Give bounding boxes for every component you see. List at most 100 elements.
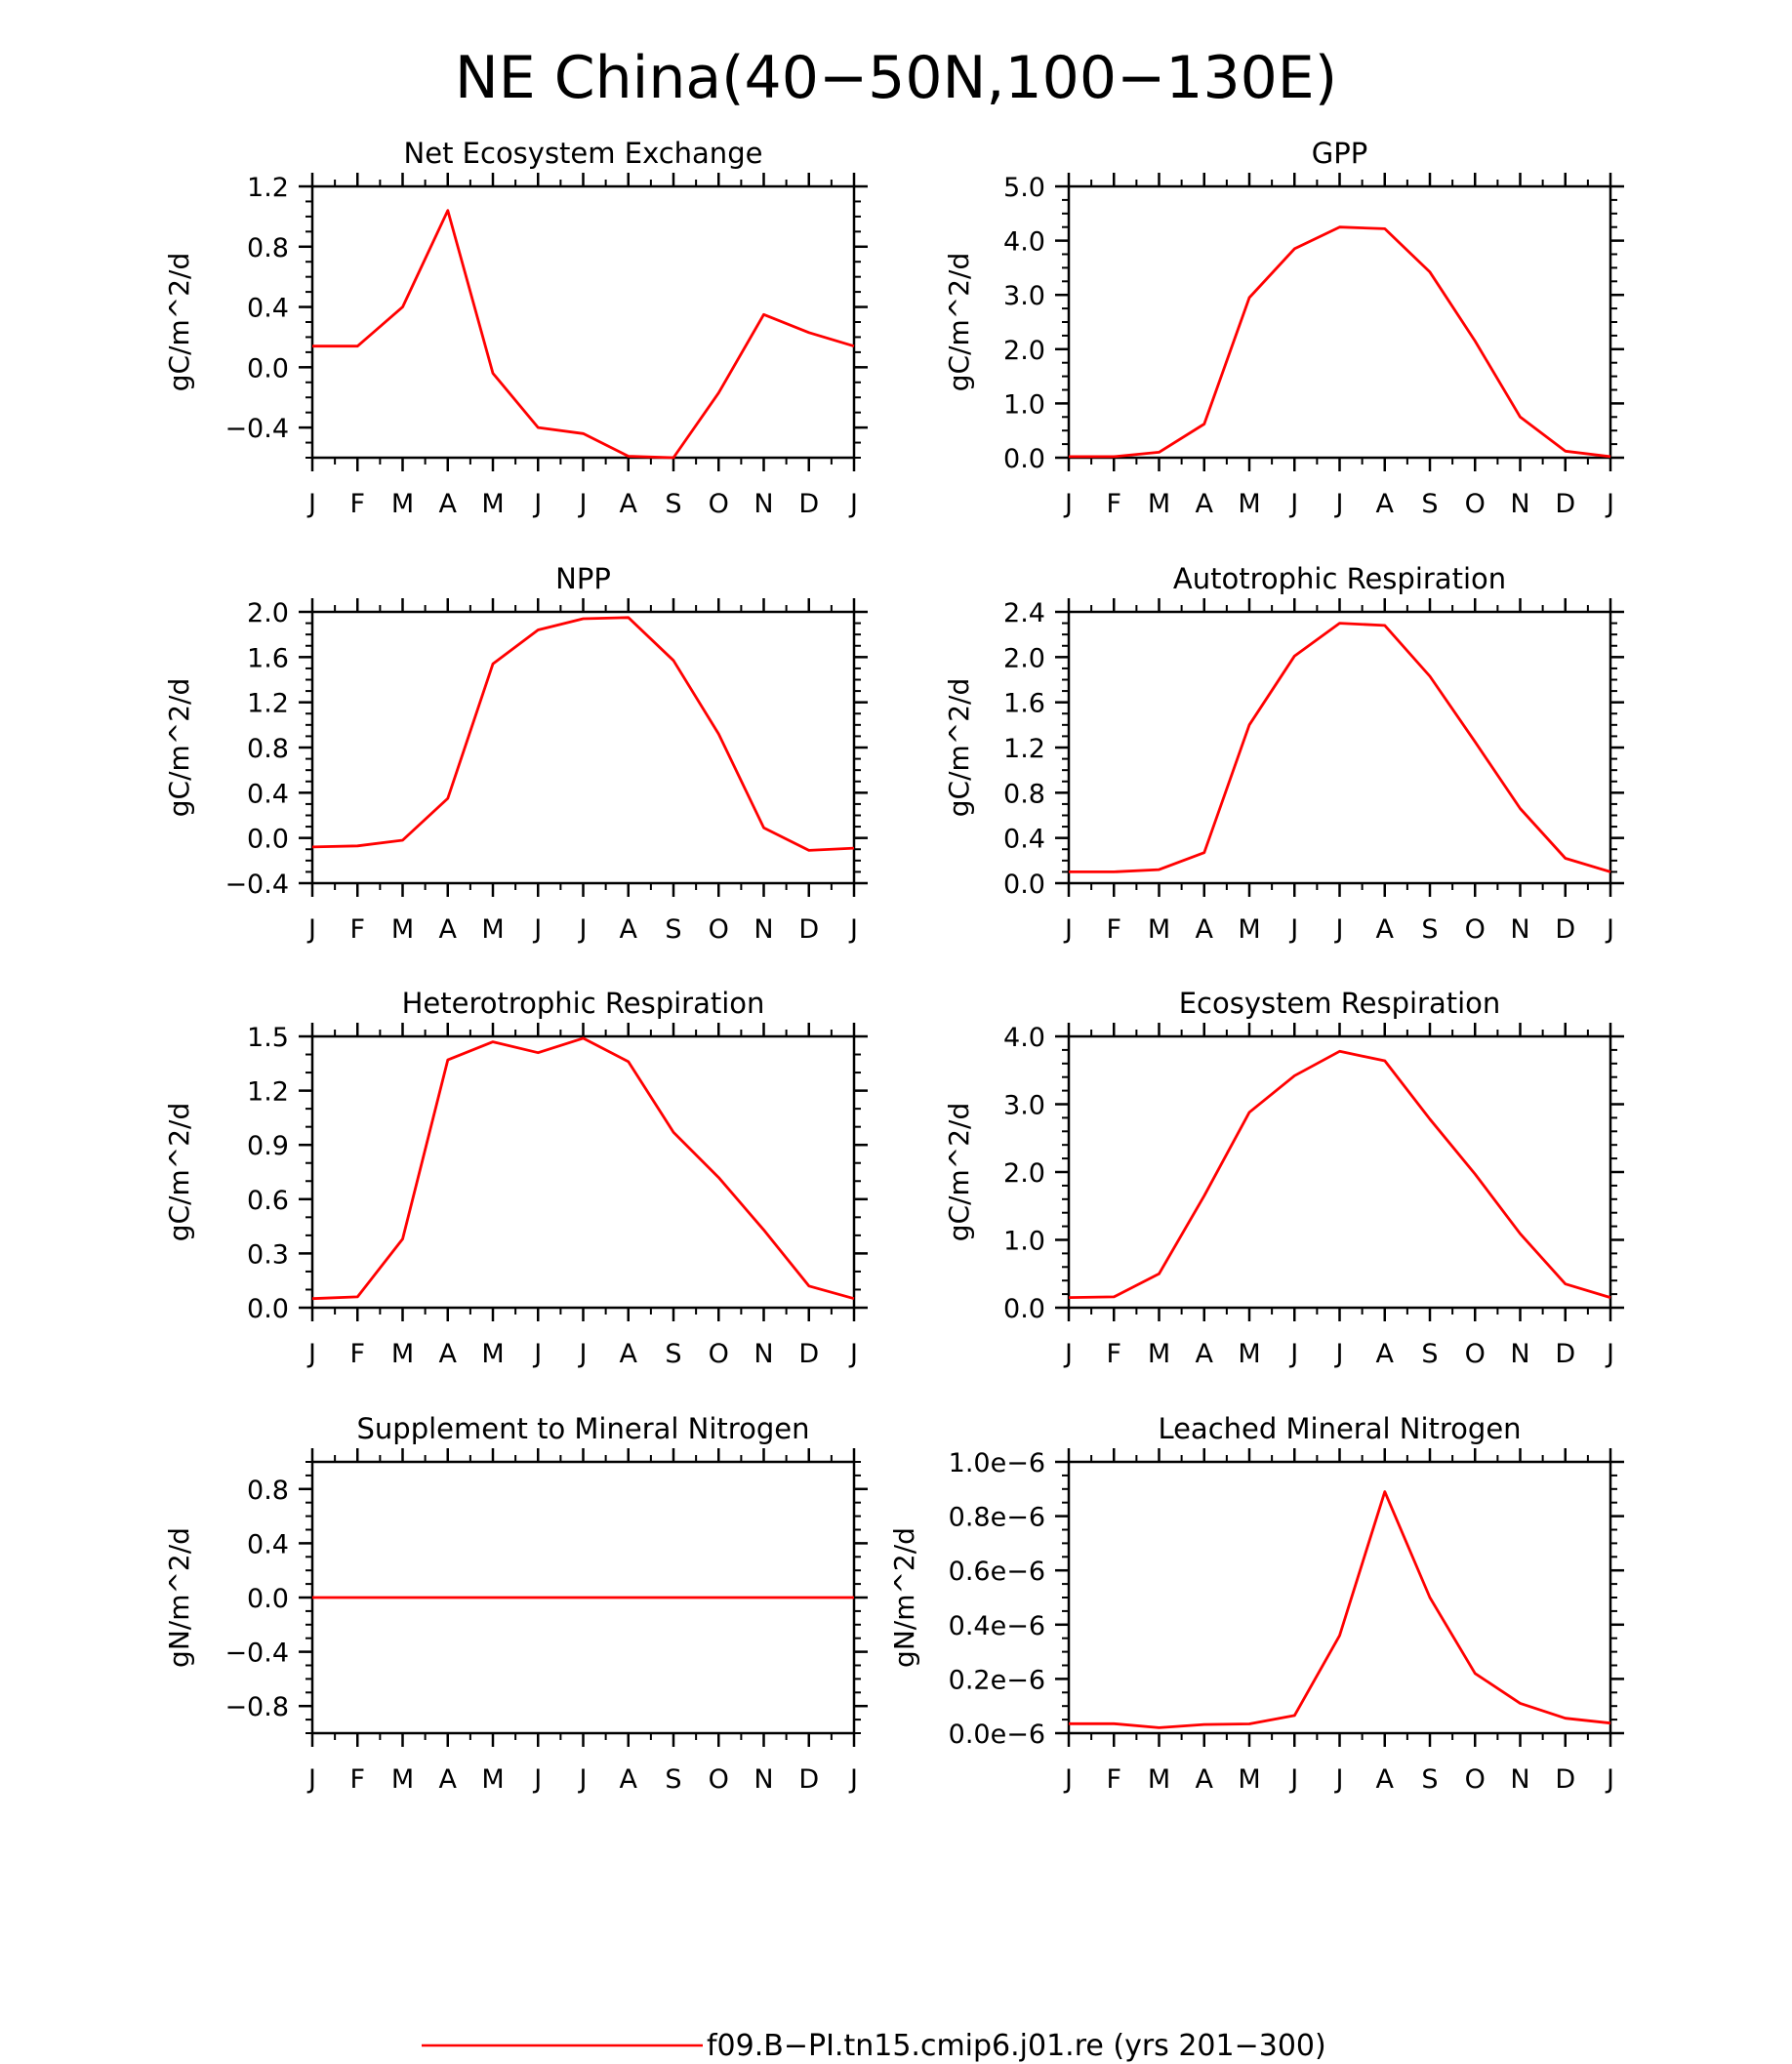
x-tick-label: S [1421,489,1438,519]
x-tick-label: M [1148,1339,1170,1369]
x-tick-label: O [1465,489,1486,519]
x-tick-label: S [665,1764,681,1795]
chart-panel: J F M A M J J A S O N D J0.0e−60.2e−60.4e−60.6e−60.8… [888,1412,1624,1795]
x-tick-label: S [1421,914,1438,945]
chart-title: GPP [1312,137,1367,170]
x-tick-label: J [1063,1339,1073,1369]
x-tick-label: A [1196,1764,1214,1795]
x-tick-label: M [1148,1764,1170,1795]
x-tick-label: A [620,1764,638,1795]
y-tick-label: 0.0 [247,353,289,384]
x-tick-label: F [1106,489,1121,519]
x-tick-label: A [620,1339,638,1369]
y-tick-label: 0.8 [247,233,289,263]
y-tick-label: 1.6 [247,643,289,673]
x-tick-label: M [391,1339,414,1369]
x-tick-label: J [1063,1764,1073,1795]
y-tick-label: 0.0 [1003,444,1045,474]
x-tick-label: M [1238,914,1260,945]
x-tick-label: M [391,914,414,945]
x-tick-label: A [439,1339,458,1369]
x-tick-label: A [1196,489,1214,519]
x-tick-label: J [1334,1764,1344,1795]
x-tick-label: D [798,1339,819,1369]
y-tick-label: 2.0 [1003,1158,1045,1189]
x-tick-label: J [848,1764,858,1795]
y-tick-label: −0.4 [224,414,289,444]
x-tick-label: M [481,489,504,519]
x-tick-label: O [1465,914,1486,945]
x-tick-label: F [1106,1339,1121,1369]
x-tick-label: S [665,1339,681,1369]
y-axis-label: gC/m^2/d [943,1103,975,1242]
x-tick-label: D [1555,1764,1575,1795]
y-tick-label: 2.0 [1003,643,1045,673]
x-tick-label: J [1605,1339,1614,1369]
x-tick-label: A [620,489,638,519]
y-tick-label: 0.0e−6 [949,1720,1045,1750]
y-axis-label: gC/m^2/d [163,253,195,392]
x-tick-label: J [1334,1339,1344,1369]
y-tick-label: 0.9 [247,1131,289,1161]
y-tick-label: 0.4 [1003,825,1045,855]
series-line [311,616,855,852]
y-axis-label: gC/m^2/d [943,253,975,392]
figure-title: NE China(40−50N,100−130E) [455,44,1337,112]
y-tick-label: 0.0 [1003,1294,1045,1324]
x-tick-label: A [439,914,458,945]
x-tick-label: J [1063,489,1073,519]
y-tick-label: 0.2e−6 [949,1665,1045,1695]
x-tick-label: D [1555,489,1575,519]
y-tick-label: −0.4 [224,870,289,900]
x-tick-label: J [532,1339,542,1369]
chart-panel: J F M A M J J A S O N D J−0.40.00.40.81.2gC/m^2/dNet… [163,137,868,519]
x-tick-label: A [439,1764,458,1795]
series-line [312,209,855,460]
x-tick-label: J [532,489,542,519]
y-tick-label: 4.0 [1003,1023,1045,1053]
y-tick-label: 1.6 [1003,689,1045,719]
chart-panel: J F M A M J J A S O N D J−0.8−0.40.00.40.8gN/m^2/dSu… [163,1412,868,1795]
series-line [1069,1490,1611,1729]
x-tick-label: A [1376,914,1395,945]
x-tick-label: J [1288,1339,1298,1369]
x-tick-label: F [1106,1764,1121,1795]
x-tick-label: N [753,1764,773,1795]
y-tick-label: 1.0e−6 [949,1448,1045,1478]
legend: f09.B−PI.tn15.cmip6.j01.re (yrs 201−300) [422,2029,1326,2063]
y-tick-label: 0.4 [247,1529,289,1559]
chart-title: Net Ecosystem Exchange [404,137,763,170]
y-tick-label: 0.6 [247,1186,289,1216]
x-tick-label: S [1421,1339,1438,1369]
x-tick-label: M [1148,914,1170,945]
x-tick-label: S [1421,1764,1438,1795]
x-tick-label: S [665,914,681,945]
x-tick-label: S [665,489,681,519]
chart-title: NPP [555,562,611,595]
legend-label: f09.B−PI.tn15.cmip6.j01.re (yrs 201−300) [707,2029,1326,2063]
x-tick-label: N [753,489,773,519]
x-tick-label: O [709,489,729,519]
x-tick-label: J [1288,914,1298,945]
x-tick-label: J [1334,914,1344,945]
y-tick-label: 1.0 [1003,1227,1045,1257]
x-tick-label: J [306,489,316,519]
x-tick-label: N [1510,489,1529,519]
x-tick-label: M [1238,1764,1260,1795]
y-tick-label: 2.0 [1003,336,1045,366]
chart-panel: J F M A M J J A S O N D J−0.40.00.40.81.21.62.0gC/m^… [163,562,868,945]
x-tick-label: J [306,1764,316,1795]
x-tick-label: F [349,1339,365,1369]
y-axis-label: gC/m^2/d [163,678,195,818]
y-tick-label: 0.4 [247,779,289,809]
panels: J F M A M J J A S O N D J−0.40.00.40.81.2gC/m^2/dNet… [163,137,1624,1795]
x-tick-label: J [578,1339,588,1369]
chart-panel: J F M A M J J A S O N D J0.01.02.03.04.05.0gC/m^2/dG… [943,137,1624,519]
x-tick-label: J [848,1339,858,1369]
x-tick-label: F [1106,914,1121,945]
chart-title: Ecosystem Respiration [1179,987,1501,1020]
y-tick-label: 1.2 [247,1077,289,1108]
y-tick-label: 0.0 [247,1584,289,1614]
chart-title: Leached Mineral Nitrogen [1158,1412,1521,1445]
